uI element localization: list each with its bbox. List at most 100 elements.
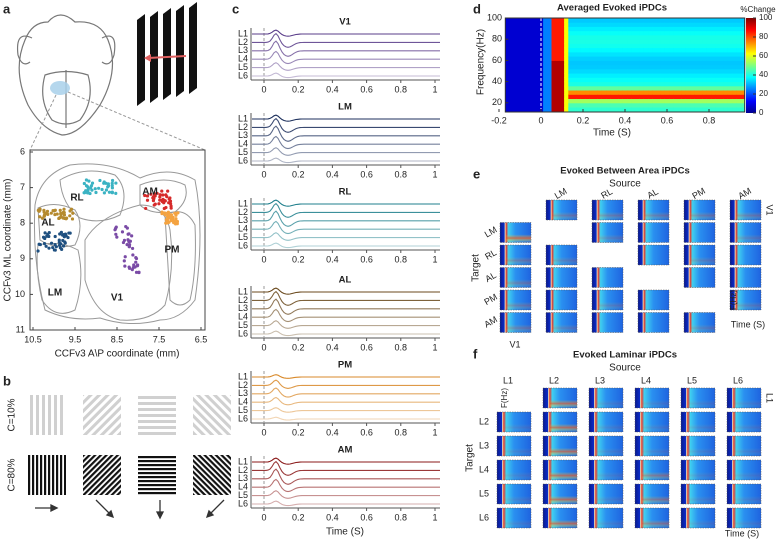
- heatmap-cell: [593, 35, 599, 40]
- heatmap-cell: [601, 64, 607, 70]
- trace: [252, 40, 440, 57]
- heatmap-cell: [627, 102, 632, 108]
- heatmap-cell: [505, 51, 510, 57]
- heatmap-cell: [517, 81, 523, 87]
- ipdc-band: [598, 290, 623, 310]
- heatmap-cell: [522, 60, 527, 66]
- heatmap-cell: [614, 102, 620, 108]
- heatmap-cell: [635, 94, 641, 99]
- heatmap-cell: [677, 68, 683, 74]
- heatmap-cell: [706, 98, 712, 104]
- heatmap-cell: [551, 81, 557, 87]
- heatmap-cell: [669, 68, 674, 74]
- heatmap-cell: [711, 102, 716, 108]
- heatmap-cell: [664, 98, 670, 104]
- trace: [252, 157, 440, 164]
- heatmap-cell: [685, 90, 691, 95]
- heatmap-cell: [652, 47, 657, 53]
- heatmap-cell: [551, 18, 557, 23]
- heatmap-cell: [622, 30, 628, 36]
- recording-dot: [153, 202, 157, 206]
- heatmap-cell: [564, 47, 569, 53]
- heatmap-cell: [564, 85, 569, 91]
- heatmap-cell: [610, 47, 615, 53]
- heatmap-cell: [589, 43, 594, 49]
- trace: [252, 478, 440, 493]
- heatmap-cell: [669, 47, 674, 53]
- heatmap-cell: [555, 73, 561, 78]
- heatmap-cell: [505, 22, 510, 27]
- recording-dot: [98, 178, 102, 183]
- heatmap-cell: [522, 107, 527, 112]
- heatmap-cell: [551, 102, 557, 108]
- heatmap-cell: [534, 30, 540, 36]
- heatmap-cell: [593, 64, 599, 70]
- heatmap-cell: [694, 107, 699, 112]
- recording-dot: [122, 238, 127, 242]
- heatmap-cell: [606, 51, 611, 57]
- subplot-title: RL: [339, 187, 352, 198]
- heatmap-cell: [652, 43, 657, 49]
- heatmap-cell: [534, 98, 540, 104]
- ipdc-band: [641, 436, 669, 456]
- heatmap-cell: [568, 22, 573, 27]
- recording-dot: [57, 240, 61, 244]
- heatmap-cell: [740, 18, 746, 23]
- heatmap-cell: [631, 39, 636, 44]
- heatmap-cell: [694, 98, 699, 104]
- heatmap-cell: [639, 51, 645, 57]
- panel-label: c: [232, 1, 239, 16]
- heatmap-cell: [513, 39, 519, 44]
- heatmap-cell: [505, 73, 510, 78]
- heatmap-cell: [589, 35, 594, 40]
- heatmap-cell: [614, 90, 620, 95]
- heatmap-cell: [643, 68, 649, 74]
- heatmap-cell: [543, 60, 548, 66]
- heatmap-cell: [530, 35, 536, 40]
- heatmap-cell: [601, 90, 607, 95]
- heatmap-cell: [723, 98, 729, 104]
- ipdc-band: [641, 484, 669, 504]
- contrast-label: C=80%: [7, 458, 18, 491]
- heatmap-cell: [572, 90, 578, 95]
- heatmap-cell: [543, 18, 548, 23]
- colorbar-tick-label: 100: [759, 13, 773, 22]
- heatmap-cell: [639, 98, 645, 104]
- ipdc-map: [545, 267, 578, 288]
- trace: [252, 396, 440, 406]
- heatmap-cell: [723, 60, 729, 66]
- heatmap-cell: [559, 60, 565, 66]
- heatmap-cell: [509, 60, 515, 66]
- heatmap-cell: [593, 47, 599, 53]
- heatmap-cell: [694, 90, 699, 95]
- trace: [252, 32, 440, 48]
- recording-dot: [47, 234, 51, 239]
- heatmap-cell: [568, 102, 573, 108]
- recording-dot: [134, 260, 138, 264]
- heatmap-cell: [664, 102, 670, 108]
- heatmap-cell: [522, 102, 527, 108]
- heatmap-cell: [631, 73, 636, 78]
- ipdc-band: [549, 484, 577, 504]
- heatmap-cell: [736, 51, 741, 57]
- ipdc-map: [591, 312, 624, 333]
- heatmap-cell: [681, 77, 687, 83]
- heatmap-cell: [715, 81, 720, 87]
- heatmap-cell: [559, 30, 565, 36]
- heatmap-cell: [509, 73, 515, 78]
- recording-dot: [49, 241, 54, 245]
- heatmap-cell: [580, 85, 586, 91]
- recording-dot: [57, 243, 62, 247]
- heatmap-cell: [530, 85, 536, 91]
- heatmap-cell: [719, 73, 725, 78]
- heatmap-cell: [576, 30, 582, 36]
- heatmap-cell: [690, 51, 695, 57]
- ipdc-band: [506, 222, 531, 243]
- heatmap-cell: [622, 39, 628, 44]
- heatmap-cell: [631, 107, 636, 112]
- grating-high: [83, 455, 121, 495]
- heatmap-cell: [736, 47, 741, 53]
- heatmap-cell: [559, 56, 565, 61]
- x-tick-label: -0.2: [491, 115, 507, 125]
- heatmap-cell: [572, 68, 578, 74]
